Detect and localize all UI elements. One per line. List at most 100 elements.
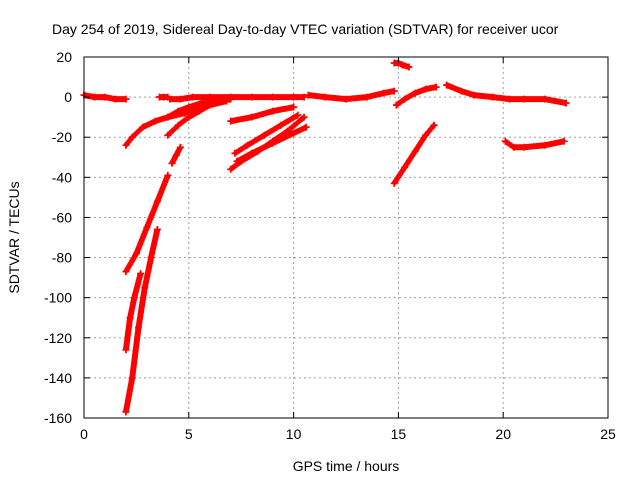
data-point xyxy=(290,129,298,137)
axis-ticks: 0 5 10 15 20 25 20 0 -20 -40 -60 -80 -100 -120 -140 -16… xyxy=(44,49,616,442)
data-point xyxy=(422,131,430,139)
series-2 xyxy=(166,93,308,103)
data-point xyxy=(510,143,518,151)
data-point xyxy=(269,107,277,115)
y-tick-label: -100 xyxy=(44,290,72,306)
series-5 xyxy=(392,83,440,109)
grid xyxy=(84,57,608,418)
data-point xyxy=(560,137,568,145)
data-point xyxy=(520,95,528,103)
data-point xyxy=(562,99,570,107)
data-point xyxy=(174,121,182,129)
data-point xyxy=(185,113,193,121)
data-point xyxy=(294,111,302,119)
data-point xyxy=(227,117,235,125)
data-point xyxy=(174,107,182,115)
data-point xyxy=(489,93,497,101)
series-12 xyxy=(231,111,302,157)
data-point xyxy=(457,87,465,95)
data-point xyxy=(321,93,329,101)
data-point xyxy=(470,91,478,99)
data-point xyxy=(290,103,298,111)
data-point xyxy=(401,163,409,171)
data-point xyxy=(122,141,130,149)
data-point xyxy=(300,93,308,101)
y-tick-label: -60 xyxy=(52,209,72,225)
data-point xyxy=(151,117,159,125)
x-tick-label: 10 xyxy=(286,426,302,442)
series-10 xyxy=(227,103,298,125)
data-point xyxy=(164,113,172,121)
data-point xyxy=(128,133,136,141)
data-point xyxy=(248,113,256,121)
data-point xyxy=(195,107,203,115)
data-point xyxy=(132,250,140,258)
data-point xyxy=(153,197,161,205)
data-point xyxy=(172,151,180,159)
series-markers xyxy=(166,94,308,103)
data-point xyxy=(126,314,134,322)
series-markers xyxy=(393,84,440,109)
data-point xyxy=(392,101,400,109)
data-point xyxy=(122,346,130,354)
data-point xyxy=(277,121,285,129)
y-tick-label: -40 xyxy=(52,169,72,185)
y-axis-title: SDTVAR / TECUs xyxy=(6,181,22,293)
series-16 xyxy=(122,270,145,354)
data-point xyxy=(233,157,241,165)
data-point xyxy=(227,165,235,173)
y-tick-label: -20 xyxy=(52,129,72,145)
series-15 xyxy=(168,143,184,167)
data-point xyxy=(260,131,268,139)
data-point xyxy=(137,270,145,278)
data-point xyxy=(304,91,312,99)
data-point xyxy=(432,83,440,91)
data-point xyxy=(505,95,513,103)
data-point xyxy=(164,171,172,179)
data-point xyxy=(122,268,130,276)
data-point xyxy=(380,89,388,97)
data-point xyxy=(541,141,549,149)
data-point xyxy=(411,89,419,97)
data-point xyxy=(143,223,151,231)
data-point xyxy=(443,81,451,89)
data-point xyxy=(210,95,218,103)
data-point xyxy=(231,149,239,157)
data-point xyxy=(363,93,371,101)
x-tick-label: 15 xyxy=(391,426,407,442)
data-point xyxy=(520,143,528,151)
data-point xyxy=(189,93,197,101)
data-point xyxy=(248,93,256,101)
data-point xyxy=(411,147,419,155)
series-markers xyxy=(443,82,570,107)
y-tick-label: -140 xyxy=(44,370,72,386)
series-8 xyxy=(164,97,231,139)
y-tick-label: -160 xyxy=(44,410,72,426)
data-point xyxy=(153,225,161,233)
data-point xyxy=(342,95,350,103)
data-point xyxy=(401,95,409,103)
data-point xyxy=(176,95,184,103)
series-19 xyxy=(501,137,568,151)
series-markers xyxy=(391,122,437,187)
data-point xyxy=(269,93,277,101)
data-point xyxy=(122,95,130,103)
data-point xyxy=(390,179,398,187)
x-tick-label: 20 xyxy=(495,426,511,442)
series-13 xyxy=(233,123,310,165)
data-point xyxy=(90,93,98,101)
series-3 xyxy=(304,87,398,103)
data-point xyxy=(128,374,136,382)
series-markers xyxy=(502,138,567,151)
chart-title: Day 254 of 2019, Sidereal Day-to-day VTE… xyxy=(52,21,559,37)
plot-frame xyxy=(83,56,609,419)
data-point xyxy=(139,123,147,131)
data-point xyxy=(147,254,155,262)
data-point xyxy=(164,131,172,139)
data-point xyxy=(101,93,109,101)
y-tick-label: -80 xyxy=(52,250,72,266)
data-point xyxy=(422,85,430,93)
data-point xyxy=(111,95,119,103)
data-layer xyxy=(80,59,570,416)
